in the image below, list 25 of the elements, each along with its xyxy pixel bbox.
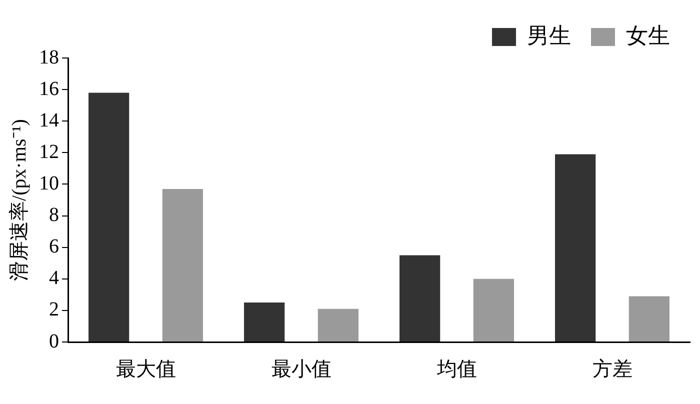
y-tick-label: 16 [39, 78, 59, 100]
legend-label: 男生 [527, 22, 571, 48]
bar [162, 188, 203, 342]
y-tick-label: 14 [39, 109, 59, 132]
bar [318, 308, 358, 342]
y-tick-label: 18 [39, 46, 59, 68]
y-tick-label: 10 [39, 172, 59, 194]
bar [628, 296, 670, 342]
bar [88, 92, 130, 342]
x-tick-label: 均值 [436, 358, 477, 380]
y-tick-label: 6 [49, 236, 59, 258]
y-tick-label: 8 [49, 204, 59, 226]
y-tick-label: 2 [49, 298, 59, 321]
bar [244, 302, 285, 342]
x-tick-label: 最大值 [116, 358, 176, 380]
bar [555, 154, 596, 342]
x-tick-label: 方差 [592, 357, 632, 380]
y-tick-label: 4 [49, 267, 59, 290]
bar [400, 255, 440, 342]
bar [473, 278, 514, 342]
y-tick-label: 12 [39, 140, 59, 163]
legend-label: 女生 [626, 22, 670, 48]
y-tick-label: 0 [49, 330, 59, 352]
x-tick-label: 最小值 [271, 358, 332, 380]
y-axis-title: 滑屏速率/(px·ms⁻¹) [8, 119, 30, 281]
